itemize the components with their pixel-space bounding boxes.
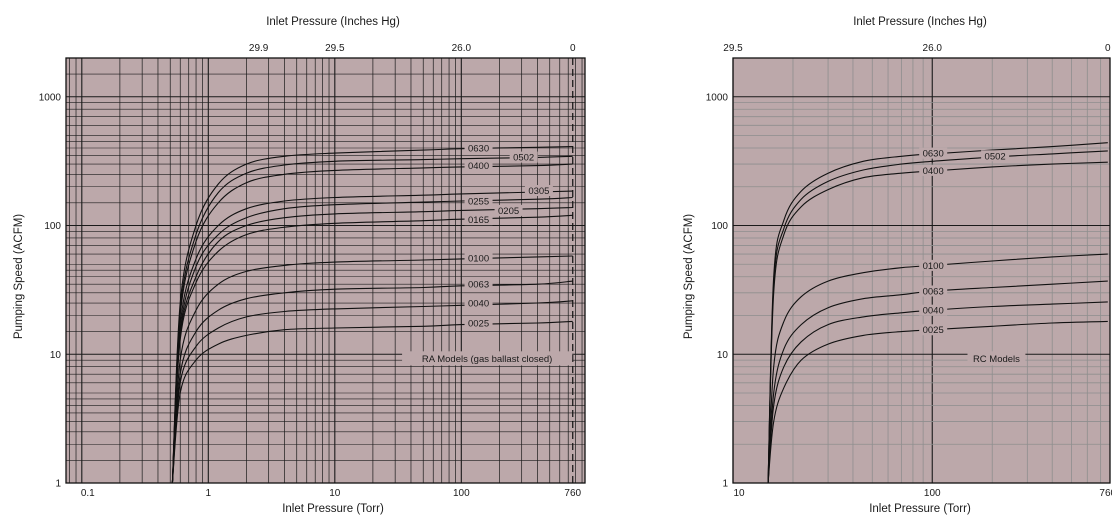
- curve-label: 0255: [468, 196, 489, 207]
- curve-label: 0400: [468, 161, 489, 172]
- curve-label-box: [464, 195, 493, 207]
- curve-label-box: [919, 147, 948, 159]
- x-tick-label: 1: [206, 488, 212, 499]
- x-tick-label: 10: [733, 488, 745, 499]
- curve-label-box: [981, 150, 1010, 162]
- top-tick-label: 26.0: [923, 43, 943, 54]
- curve-label-box: [524, 185, 553, 197]
- curve-label: 0040: [923, 306, 944, 317]
- models-annotation: RA Models (gas ballast closed): [422, 354, 552, 365]
- y-axis-title: Pumping Speed (ACFM): [683, 214, 695, 339]
- curve-label-box: [464, 160, 493, 172]
- y-tick-label: 1000: [39, 92, 62, 103]
- top-tick-label: 29.9: [249, 43, 269, 54]
- x-tick-label: 760: [564, 488, 581, 499]
- top-tick-label: 29.5: [723, 43, 743, 54]
- series-curve-0400: [767, 161, 1108, 484]
- y-tick-label: 100: [44, 221, 61, 232]
- curve-label: 0040: [468, 299, 489, 310]
- curve-label: 0063: [468, 280, 489, 291]
- curve-label: 0025: [468, 318, 489, 329]
- x-tick-label: 0.1: [81, 488, 95, 499]
- series-curve-0063: [767, 280, 1108, 484]
- curve-label-box: [464, 317, 493, 329]
- models-annotation: RC Models: [973, 354, 1020, 365]
- curve-label-box: [919, 164, 948, 176]
- y-tick-label: 10: [717, 350, 729, 361]
- curve-label: 0165: [468, 215, 489, 226]
- y-tick-label: 1: [722, 479, 728, 490]
- curve-label: 0100: [923, 261, 944, 272]
- x-tick-label: 10: [329, 488, 341, 499]
- curve-label: 0100: [468, 253, 489, 264]
- series-curve-0025: [767, 320, 1108, 484]
- top-axis-title: Inlet Pressure (Inches Hg): [266, 16, 400, 28]
- curve-label: 0305: [528, 186, 549, 197]
- plot-frame: [732, 57, 1111, 484]
- y-tick-label: 100: [711, 221, 728, 232]
- series-curve-0040: [767, 301, 1108, 484]
- curve-label: 0502: [985, 151, 1006, 162]
- annotation-box: [967, 351, 1026, 366]
- curve-label-box: [919, 259, 948, 271]
- curve-label-box: [919, 285, 948, 297]
- y-tick-label: 1: [55, 479, 61, 490]
- top-axis-title: Inlet Pressure (Inches Hg): [853, 16, 987, 28]
- curve-label: 0630: [923, 149, 944, 160]
- curve-label: 0063: [923, 286, 944, 297]
- x-axis-title: Inlet Pressure (Torr): [282, 503, 384, 515]
- curve-label-box: [494, 204, 523, 216]
- curve-label: 0630: [468, 143, 489, 154]
- top-tick-label: 0: [570, 43, 576, 54]
- curve-label-box: [509, 151, 538, 163]
- y-axis-title: Pumping Speed (ACFM): [13, 214, 25, 339]
- x-tick-label: 100: [924, 488, 941, 499]
- curve-label: 0025: [923, 325, 944, 336]
- x-tick-label: 760: [1099, 488, 1112, 499]
- annotation-box: [402, 351, 573, 366]
- x-tick-label: 100: [453, 488, 470, 499]
- curve-label-box: [464, 214, 493, 226]
- y-tick-label: 1000: [706, 92, 729, 103]
- curve-label-box: [464, 142, 493, 154]
- curve-label: 0502: [513, 153, 534, 164]
- series-curve-0100: [767, 253, 1108, 484]
- curve-label-box: [464, 252, 493, 264]
- x-axis-title: Inlet Pressure (Torr): [869, 503, 971, 515]
- top-tick-label: 29.5: [325, 43, 345, 54]
- chart-panel-1: 0630050204000305025502050165010000630040…: [13, 16, 586, 515]
- curve-label-box: [464, 297, 493, 309]
- curve-label: 0400: [923, 166, 944, 177]
- series-curve-0205: [171, 206, 573, 484]
- plot-frame: [65, 57, 586, 484]
- top-tick-label: 0: [1105, 43, 1111, 54]
- top-tick-label: 26.0: [452, 43, 472, 54]
- curve-label: 0205: [498, 206, 519, 217]
- plot-area: [66, 58, 585, 483]
- series-curve-0305: [171, 190, 573, 484]
- curve-label-box: [464, 278, 493, 290]
- curve-label-box: [919, 324, 948, 336]
- series-curve-0502: [171, 155, 573, 484]
- curve-label-box: [919, 304, 948, 316]
- y-tick-label: 10: [50, 350, 62, 361]
